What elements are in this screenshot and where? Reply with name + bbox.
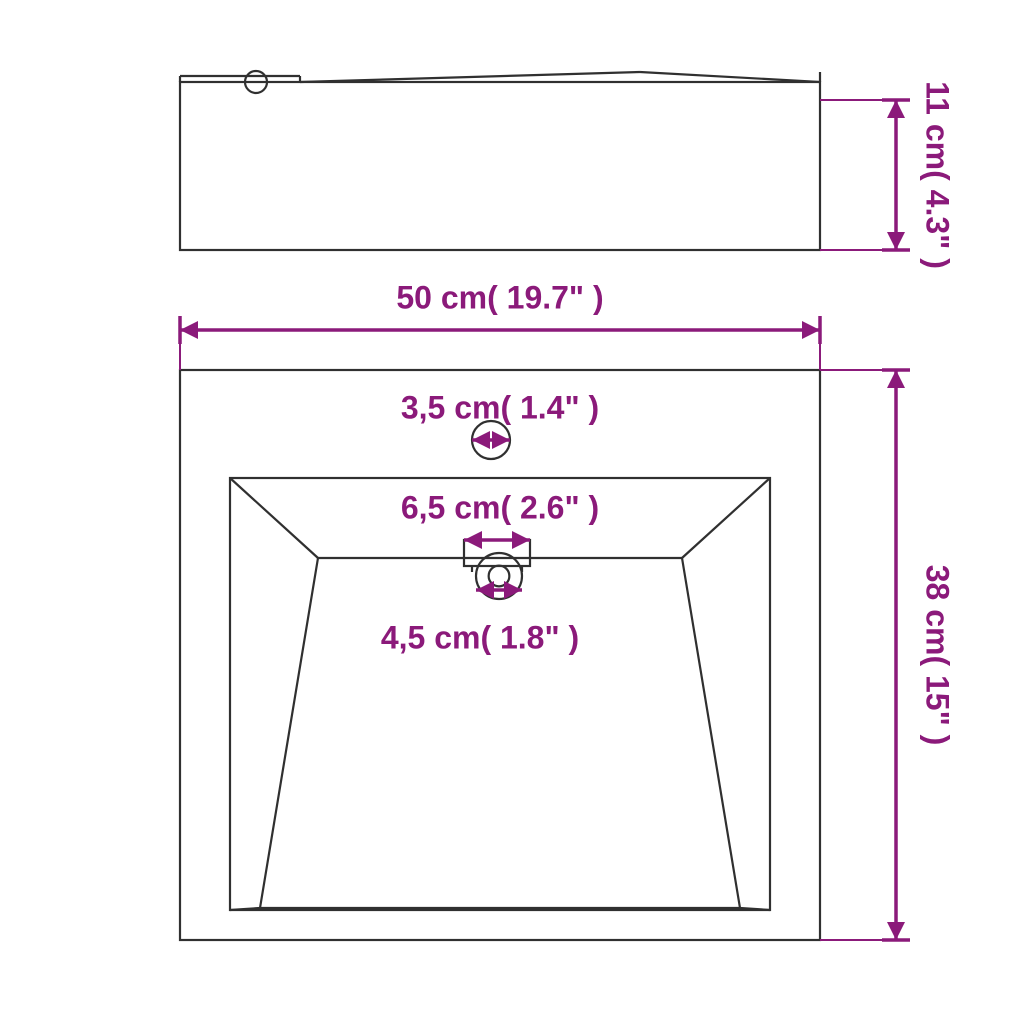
dimension-label: 4,5 cm( 1.8" )	[381, 619, 579, 655]
dimension-label: 11 cm( 4.3" )	[920, 81, 956, 269]
dimension-label: 6,5 cm( 2.6" )	[401, 489, 599, 525]
dimension: 50 cm( 19.7" )	[180, 279, 820, 344]
dimension-label: 50 cm( 19.7" )	[396, 279, 603, 315]
side-view	[180, 71, 896, 250]
dimension-label: 3,5 cm( 1.4" )	[401, 389, 599, 425]
dimension: 3,5 cm( 1.4" )	[401, 389, 599, 449]
dimension: 4,5 cm( 1.8" )	[381, 581, 579, 655]
dimension: 38 cm( 15" )	[882, 370, 956, 940]
dimension-label: 38 cm( 15" )	[920, 565, 956, 746]
dimension: 6,5 cm( 2.6" )	[401, 489, 599, 549]
dimension: 11 cm( 4.3" )	[882, 81, 956, 269]
